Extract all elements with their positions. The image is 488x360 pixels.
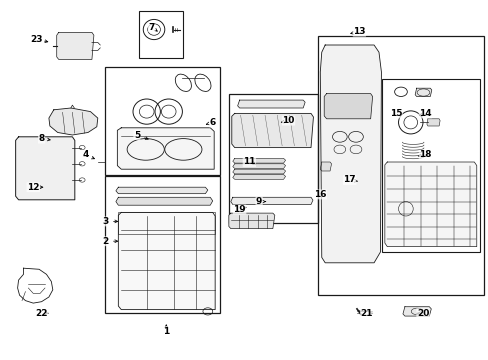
Text: 7: 7 — [148, 22, 155, 31]
Text: 16: 16 — [313, 190, 326, 199]
Polygon shape — [237, 100, 305, 108]
Polygon shape — [402, 307, 430, 316]
Text: 4: 4 — [82, 150, 89, 159]
Polygon shape — [384, 162, 476, 247]
Bar — [105, 67, 220, 175]
Bar — [382, 79, 479, 252]
Text: 9: 9 — [255, 197, 262, 206]
Bar — [228, 94, 317, 223]
Polygon shape — [117, 128, 214, 169]
Text: 19: 19 — [233, 205, 245, 214]
Text: 14: 14 — [418, 109, 431, 118]
Polygon shape — [118, 212, 215, 310]
Polygon shape — [228, 213, 274, 229]
Polygon shape — [232, 169, 285, 174]
Text: 22: 22 — [35, 309, 48, 318]
Text: 2: 2 — [102, 237, 108, 246]
Text: 15: 15 — [389, 109, 402, 118]
Bar — [139, 11, 183, 58]
Bar — [317, 36, 483, 295]
Text: 18: 18 — [418, 150, 431, 159]
Polygon shape — [116, 197, 212, 205]
Text: 6: 6 — [209, 118, 215, 127]
Bar — [118, 212, 214, 234]
Text: 3: 3 — [102, 217, 108, 226]
Text: 20: 20 — [416, 309, 428, 318]
Polygon shape — [57, 32, 94, 59]
Polygon shape — [232, 164, 285, 168]
Polygon shape — [116, 187, 207, 194]
Text: 10: 10 — [282, 116, 294, 125]
Text: 11: 11 — [243, 158, 255, 166]
Polygon shape — [324, 94, 372, 119]
Polygon shape — [231, 113, 313, 148]
Polygon shape — [426, 119, 439, 126]
Text: 21: 21 — [360, 309, 372, 318]
Polygon shape — [230, 197, 312, 204]
Text: 23: 23 — [30, 35, 43, 44]
Text: 13: 13 — [352, 27, 365, 36]
Polygon shape — [320, 45, 381, 263]
Text: 1: 1 — [163, 327, 169, 336]
Polygon shape — [49, 108, 98, 135]
Text: 8: 8 — [39, 134, 44, 143]
Bar — [105, 176, 220, 313]
Text: 5: 5 — [134, 130, 140, 139]
Polygon shape — [232, 175, 285, 179]
Polygon shape — [414, 88, 431, 96]
Text: 17: 17 — [343, 175, 355, 184]
Polygon shape — [320, 162, 331, 171]
Polygon shape — [232, 158, 285, 163]
Polygon shape — [16, 137, 75, 200]
Text: 12: 12 — [27, 183, 40, 192]
